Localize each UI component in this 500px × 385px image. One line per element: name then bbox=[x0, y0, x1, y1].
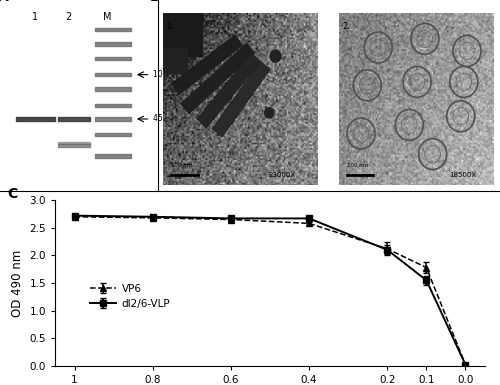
Text: 102 kDa: 102 kDa bbox=[153, 70, 184, 79]
Text: 200 nm: 200 nm bbox=[347, 163, 368, 168]
Text: 100 nm: 100 nm bbox=[171, 163, 192, 168]
Bar bbox=[197, 53, 260, 128]
Text: 23000X: 23000X bbox=[268, 172, 296, 178]
Bar bbox=[181, 43, 254, 114]
Legend: VP6, dl2/6-VLP: VP6, dl2/6-VLP bbox=[86, 280, 174, 313]
Circle shape bbox=[270, 50, 281, 62]
Text: 18500X: 18500X bbox=[449, 172, 476, 178]
Text: 1.: 1. bbox=[166, 22, 174, 31]
Text: C: C bbox=[8, 187, 18, 201]
Bar bbox=[172, 34, 242, 95]
Text: M: M bbox=[103, 12, 112, 22]
Circle shape bbox=[264, 108, 274, 118]
Text: 2: 2 bbox=[65, 12, 71, 22]
Text: 45 kDa: 45 kDa bbox=[153, 114, 180, 124]
Text: A: A bbox=[0, 0, 8, 4]
Y-axis label: OD 490 nm: OD 490 nm bbox=[11, 249, 24, 316]
Bar bbox=[212, 61, 270, 137]
Text: B: B bbox=[150, 0, 160, 4]
Text: 1: 1 bbox=[32, 12, 38, 22]
Text: 2.: 2. bbox=[342, 22, 350, 31]
